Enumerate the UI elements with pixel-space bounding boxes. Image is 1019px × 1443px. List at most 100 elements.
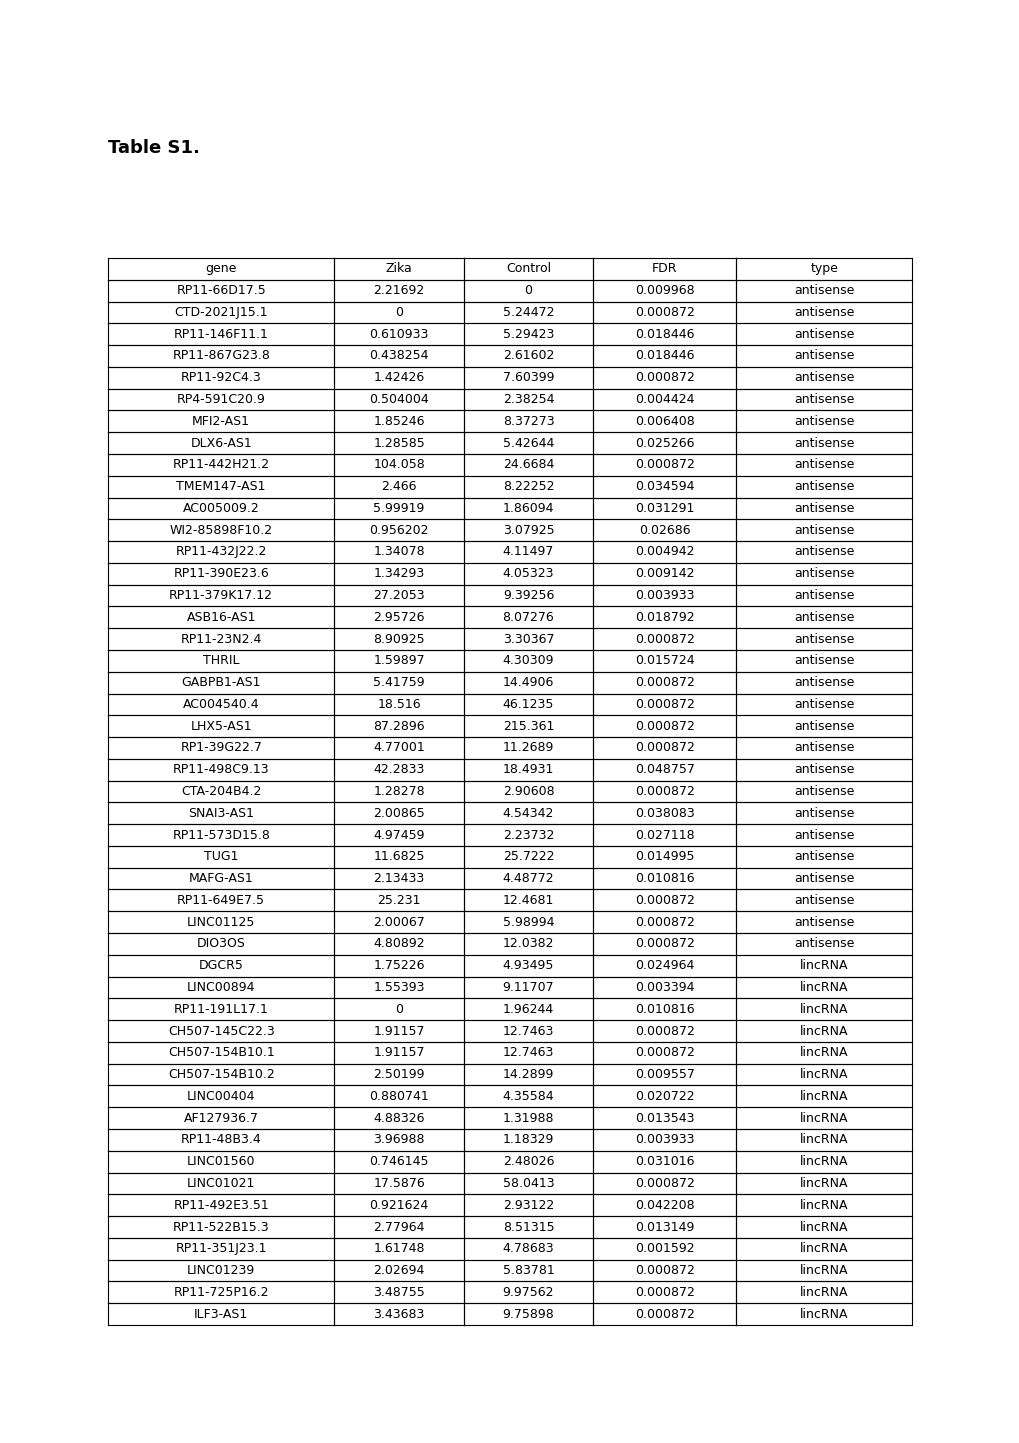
Text: 0.956202: 0.956202	[369, 524, 428, 537]
Text: 5.41759: 5.41759	[373, 677, 425, 690]
Text: 0.000872: 0.000872	[634, 893, 694, 906]
Text: 1.59897: 1.59897	[373, 654, 425, 667]
Text: CH507-145C22.3: CH507-145C22.3	[168, 1025, 274, 1038]
Text: antisense: antisense	[793, 392, 854, 405]
Text: 12.7463: 12.7463	[502, 1046, 553, 1059]
Text: antisense: antisense	[793, 632, 854, 645]
Text: 0.000872: 0.000872	[634, 306, 694, 319]
Text: 24.6684: 24.6684	[502, 459, 553, 472]
Text: LINC01125: LINC01125	[186, 916, 255, 929]
Text: 2.90608: 2.90608	[502, 785, 553, 798]
Text: 8.37273: 8.37273	[502, 414, 553, 427]
Text: 0.013543: 0.013543	[635, 1111, 694, 1124]
Text: lincRNA: lincRNA	[799, 1242, 848, 1255]
Text: LINC01021: LINC01021	[186, 1177, 255, 1190]
Text: antisense: antisense	[793, 807, 854, 820]
Text: 5.29423: 5.29423	[502, 328, 553, 341]
Text: 0.042208: 0.042208	[635, 1199, 694, 1212]
Text: lincRNA: lincRNA	[799, 1177, 848, 1190]
Text: 1.28585: 1.28585	[373, 437, 425, 450]
Text: 4.48772: 4.48772	[502, 872, 553, 885]
Text: antisense: antisense	[793, 284, 854, 297]
Text: antisense: antisense	[793, 828, 854, 841]
Text: 2.00067: 2.00067	[373, 916, 425, 929]
Text: RP11-379K17.12: RP11-379K17.12	[169, 589, 273, 602]
Text: 0.018446: 0.018446	[635, 328, 694, 341]
Text: 14.2899: 14.2899	[502, 1068, 553, 1081]
Text: 2.50199: 2.50199	[373, 1068, 425, 1081]
Text: 4.93495: 4.93495	[502, 960, 553, 973]
Text: 4.35584: 4.35584	[502, 1089, 553, 1102]
Text: 4.78683: 4.78683	[502, 1242, 553, 1255]
Text: 0.031016: 0.031016	[635, 1156, 694, 1169]
Text: 9.39256: 9.39256	[502, 589, 553, 602]
Text: THRIL: THRIL	[203, 654, 239, 667]
Text: antisense: antisense	[793, 677, 854, 690]
Text: ASB16-AS1: ASB16-AS1	[186, 610, 256, 623]
Text: AF127936.7: AF127936.7	[183, 1111, 259, 1124]
Text: 0.000872: 0.000872	[634, 632, 694, 645]
Text: antisense: antisense	[793, 654, 854, 667]
Text: 0.027118: 0.027118	[635, 828, 694, 841]
Text: 2.02694: 2.02694	[373, 1264, 424, 1277]
Text: RP11-492E3.51: RP11-492E3.51	[173, 1199, 269, 1212]
Text: 12.7463: 12.7463	[502, 1025, 553, 1038]
Text: 4.97459: 4.97459	[373, 828, 425, 841]
Text: antisense: antisense	[793, 306, 854, 319]
Text: 0.001592: 0.001592	[635, 1242, 694, 1255]
Text: 17.5876: 17.5876	[373, 1177, 425, 1190]
Text: 0.024964: 0.024964	[635, 960, 694, 973]
Text: 5.99919: 5.99919	[373, 502, 424, 515]
Text: 14.4906: 14.4906	[502, 677, 553, 690]
Text: CH507-154B10.2: CH507-154B10.2	[168, 1068, 274, 1081]
Text: AC004540.4: AC004540.4	[182, 698, 259, 711]
Text: RP11-92C4.3: RP11-92C4.3	[180, 371, 261, 384]
Text: CTD-2021J15.1: CTD-2021J15.1	[174, 306, 268, 319]
Text: GABPB1-AS1: GABPB1-AS1	[181, 677, 261, 690]
Text: 1.96244: 1.96244	[502, 1003, 553, 1016]
Text: lincRNA: lincRNA	[799, 1025, 848, 1038]
Text: antisense: antisense	[793, 742, 854, 755]
Text: antisense: antisense	[793, 414, 854, 427]
Text: 1.91157: 1.91157	[373, 1025, 425, 1038]
Text: DGCR5: DGCR5	[199, 960, 244, 973]
Text: CTA-204B4.2: CTA-204B4.2	[180, 785, 261, 798]
Text: RP11-48B3.4: RP11-48B3.4	[180, 1133, 261, 1146]
Text: 2.48026: 2.48026	[502, 1156, 553, 1169]
Text: 0.013149: 0.013149	[635, 1221, 694, 1234]
Text: 18.4931: 18.4931	[502, 763, 553, 776]
Text: AC005009.2: AC005009.2	[182, 502, 259, 515]
Text: RP1-39G22.7: RP1-39G22.7	[180, 742, 262, 755]
Text: 0.610933: 0.610933	[369, 328, 428, 341]
Text: SNAI3-AS1: SNAI3-AS1	[189, 807, 254, 820]
Text: 2.61602: 2.61602	[502, 349, 553, 362]
Text: 12.4681: 12.4681	[502, 893, 553, 906]
Text: 1.86094: 1.86094	[502, 502, 553, 515]
Text: lincRNA: lincRNA	[799, 1221, 848, 1234]
Text: 0.02686: 0.02686	[638, 524, 690, 537]
Text: 9.75898: 9.75898	[502, 1307, 553, 1320]
Text: 8.51315: 8.51315	[502, 1221, 553, 1234]
Text: 4.11497: 4.11497	[502, 545, 553, 558]
Text: RP11-66D17.5: RP11-66D17.5	[176, 284, 266, 297]
Text: 0.000872: 0.000872	[634, 742, 694, 755]
Text: 5.42644: 5.42644	[502, 437, 553, 450]
Text: 1.61748: 1.61748	[373, 1242, 425, 1255]
Text: 4.30309: 4.30309	[502, 654, 553, 667]
Text: 1.28278: 1.28278	[373, 785, 425, 798]
Text: 4.54342: 4.54342	[502, 807, 553, 820]
Text: lincRNA: lincRNA	[799, 1111, 848, 1124]
Text: 2.466: 2.466	[381, 481, 417, 494]
Text: 0.000872: 0.000872	[634, 1286, 694, 1299]
Text: antisense: antisense	[793, 437, 854, 450]
Text: antisense: antisense	[793, 524, 854, 537]
Text: 5.98994: 5.98994	[502, 916, 553, 929]
Text: 27.2053: 27.2053	[373, 589, 425, 602]
Text: 3.48755: 3.48755	[373, 1286, 425, 1299]
Text: 11.2689: 11.2689	[502, 742, 553, 755]
Text: LINC01560: LINC01560	[186, 1156, 255, 1169]
Text: 1.85246: 1.85246	[373, 414, 425, 427]
Text: 0.746145: 0.746145	[369, 1156, 428, 1169]
Text: antisense: antisense	[793, 720, 854, 733]
Text: 58.0413: 58.0413	[502, 1177, 553, 1190]
